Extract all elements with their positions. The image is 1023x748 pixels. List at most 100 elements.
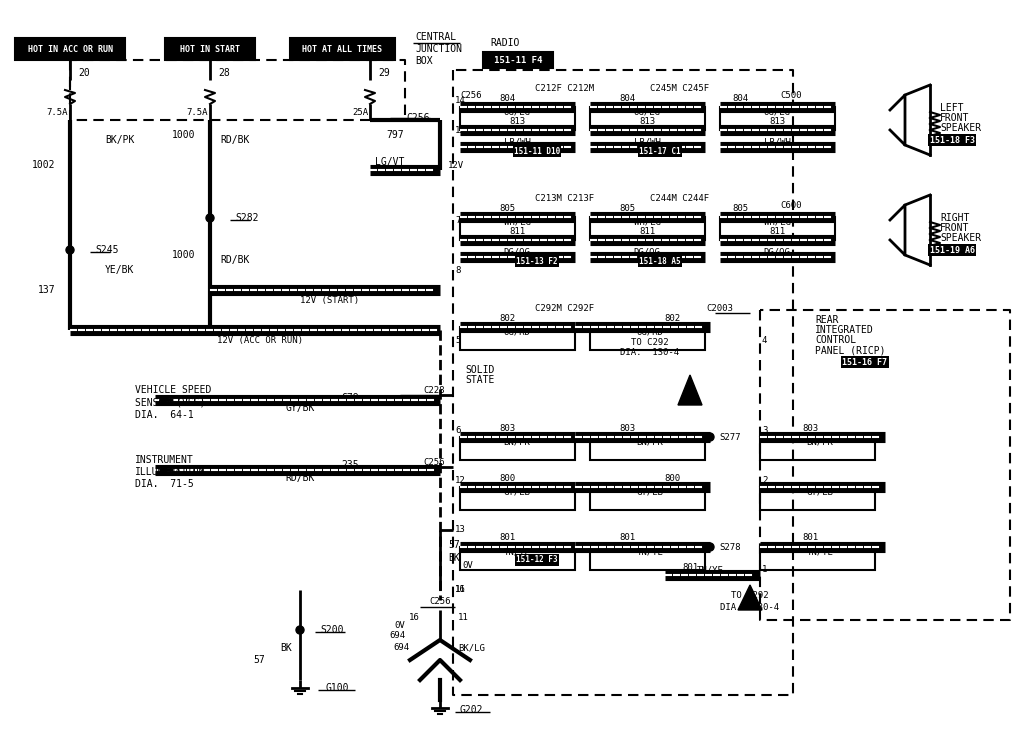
Text: 2: 2 [762,476,767,485]
Bar [460,327,575,350]
Text: DIA.  130-4: DIA. 130-4 [720,604,780,613]
Bar [483,52,553,68]
Text: S282: S282 [235,213,259,223]
Circle shape [706,433,714,441]
Text: 25A: 25A [352,108,368,117]
Text: 801: 801 [499,533,515,542]
Text: WH/LG: WH/LG [503,218,531,227]
Text: TO C292: TO C292 [631,337,669,346]
Text: 1000: 1000 [172,250,195,260]
Text: 12V (START): 12V (START) [301,295,359,304]
Text: 803: 803 [499,423,515,432]
Text: 801: 801 [682,563,698,572]
Text: RD/BK: RD/BK [285,473,315,483]
Text: 694: 694 [394,643,410,652]
Text: C256: C256 [430,598,451,607]
Text: ILLUMINATION: ILLUMINATION [135,467,206,477]
Bar [290,38,395,60]
Text: TN/YE: TN/YE [697,565,723,574]
Text: 12V (ACC OR RUN): 12V (ACC OR RUN) [217,336,303,345]
Text: C292M C292F: C292M C292F [535,304,594,313]
Bar [760,437,875,460]
Text: 803: 803 [802,423,818,432]
Text: 804: 804 [619,94,635,102]
Text: 151-11 D10: 151-11 D10 [514,147,561,156]
Text: VEHICLE SPEED: VEHICLE SPEED [135,385,212,395]
Text: GY/LB: GY/LB [806,488,834,497]
Text: 800: 800 [499,473,515,482]
Text: FRONT: FRONT [940,113,970,123]
Circle shape [206,214,214,222]
Text: S277: S277 [719,432,741,441]
Text: LEFT: LEFT [940,103,964,113]
Text: S278: S278 [719,542,741,551]
Bar [165,38,255,60]
Text: GY/BK: GY/BK [285,403,315,413]
Bar [760,487,875,510]
Text: BK: BK [280,643,292,653]
Text: 29: 29 [379,68,390,78]
Text: 803: 803 [619,423,635,432]
Text: 151-13 F2: 151-13 F2 [517,257,558,266]
Text: 151-12 F3: 151-12 F3 [517,556,558,565]
Text: 802: 802 [499,313,515,322]
Text: RD/BK: RD/BK [220,255,250,265]
Text: 5: 5 [455,336,460,345]
Text: 151-16 F7: 151-16 F7 [843,358,888,367]
Text: PANEL (RICP): PANEL (RICP) [815,345,886,355]
Text: 1: 1 [762,565,767,574]
Bar [720,217,835,240]
Text: HOT AT ALL TIMES: HOT AT ALL TIMES [302,44,382,54]
Text: G100: G100 [325,683,349,693]
Text: 797: 797 [387,130,404,140]
Text: 57: 57 [254,655,265,665]
Circle shape [296,626,304,634]
Text: SOLID: SOLID [465,365,494,375]
Text: C213M C213F: C213M C213F [535,194,594,203]
Text: GY/LB: GY/LB [636,488,664,497]
Text: LG/VT: LG/VT [375,157,405,167]
Text: DG/OG: DG/OG [503,248,531,257]
Text: 1002: 1002 [32,160,55,170]
Text: BK/PK: BK/PK [105,135,134,145]
Text: 804: 804 [731,94,748,102]
Text: C500: C500 [780,91,801,99]
Text: 805: 805 [499,203,515,212]
Bar [590,437,705,460]
Text: 151-11 F4: 151-11 F4 [494,55,542,64]
Bar [590,217,705,240]
Text: GY/LB: GY/LB [503,488,531,497]
Text: 151-17 C1: 151-17 C1 [639,147,681,156]
Text: C2003: C2003 [707,304,733,313]
Text: 57: 57 [448,540,459,550]
Bar [590,327,705,350]
Text: DG/OG: DG/OG [763,248,791,257]
Text: 14: 14 [455,96,465,105]
Text: C228: C228 [424,385,445,394]
Text: INSTRUMENT: INSTRUMENT [135,455,193,465]
Text: C245M C245F: C245M C245F [651,84,710,93]
Text: 813: 813 [769,117,785,126]
Bar [720,107,835,130]
Text: HOT IN START: HOT IN START [180,44,240,54]
Text: YE/BK: YE/BK [105,265,134,275]
Text: C256: C256 [460,91,482,99]
Text: 151-18 F3: 151-18 F3 [930,135,975,144]
Text: OG/LG: OG/LG [633,108,661,117]
Text: 235: 235 [342,460,359,470]
Text: 811: 811 [508,227,525,236]
Text: BN/PK: BN/PK [806,438,834,447]
Text: 813: 813 [639,117,655,126]
Text: CONTROL: CONTROL [815,335,856,345]
Text: 679: 679 [342,393,359,403]
Text: 20: 20 [78,68,90,78]
Bar [460,487,575,510]
Text: 804: 804 [499,94,515,102]
Text: DIA.  130-4: DIA. 130-4 [620,348,679,357]
Text: DIA.  64-1: DIA. 64-1 [135,410,193,420]
Text: 802: 802 [664,313,680,322]
Text: DG/OG: DG/OG [633,248,661,257]
Bar [760,547,875,570]
Text: 801: 801 [619,533,635,542]
Text: 28: 28 [218,68,230,78]
